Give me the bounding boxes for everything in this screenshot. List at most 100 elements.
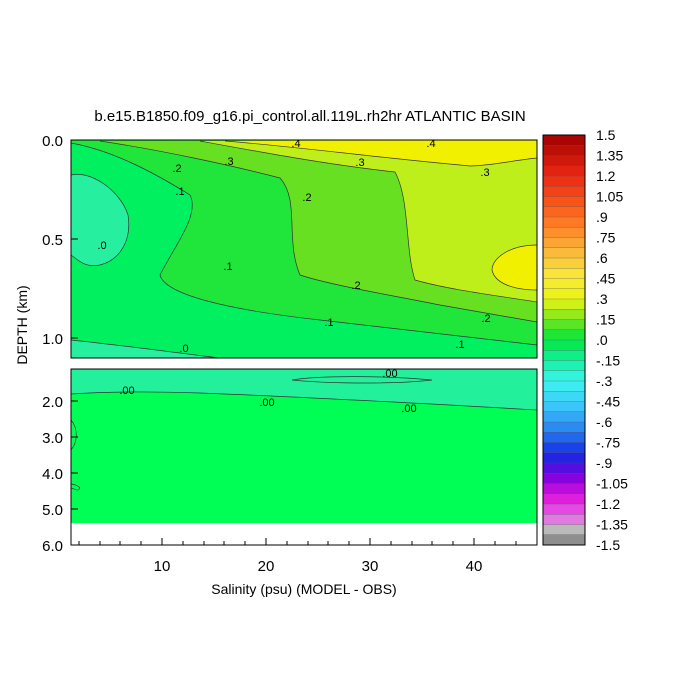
colorbar-band <box>542 432 586 443</box>
colorbar-tick-label: -1.5 <box>596 537 620 553</box>
colorbar-band <box>542 391 586 402</box>
lower-contour-labels: .00 .00 .00 .00 <box>119 368 416 415</box>
contour-line-lower-left <box>70 419 77 451</box>
colorbar-segments <box>542 134 586 546</box>
colorbar-tick-label: 1.05 <box>596 189 623 205</box>
colorbar-band <box>542 155 586 167</box>
colorbar-band <box>542 278 586 290</box>
upper-panel: .4 .4 .3 .3 .3 .2 .2 .2 .2 .1 .1 .1 .1 .… <box>70 138 538 359</box>
lower-y-tick-label: 4.0 <box>42 466 63 483</box>
contour-label: .2 <box>481 313 490 325</box>
colorbar-band <box>542 524 586 536</box>
x-tick-label: 10 <box>154 558 171 575</box>
contour-line-00-bottom <box>70 339 221 359</box>
colorbar-tick-label: 1.35 <box>596 148 623 164</box>
colorbar-band <box>542 268 586 279</box>
contour-label: .3 <box>224 156 233 168</box>
x-tick-label: 30 <box>362 558 379 575</box>
contour-label: .3 <box>480 167 489 179</box>
colorbar-band <box>542 237 586 249</box>
colorbar-tick-label: -.6 <box>596 414 613 430</box>
contour-line-02 <box>99 140 538 323</box>
colorbar-band <box>542 186 586 197</box>
x-axis: 10 20 30 40 <box>78 538 517 575</box>
colorbar-band <box>542 411 586 423</box>
lower-y-tick-label: 5.0 <box>42 502 63 519</box>
contour-label: .0 <box>179 343 188 355</box>
colorbar-tick-label: -1.2 <box>596 496 620 512</box>
colorbar-band <box>542 319 586 331</box>
contour-label: .1 <box>175 186 184 198</box>
colorbar-band <box>542 216 586 228</box>
colorbar-band <box>542 339 586 351</box>
contour-label: .1 <box>324 317 333 329</box>
fill-region-04-right <box>492 245 537 290</box>
contour-label: .3 <box>355 157 364 169</box>
upper-y-axis: 0.0 0.5 1.0 <box>42 133 78 348</box>
contour-line-01 <box>70 142 538 346</box>
contour-label: .0 <box>97 240 106 252</box>
upper-y-tick-label: 0.0 <box>42 133 63 150</box>
colorbar-band <box>542 473 586 484</box>
colorbar-band <box>542 298 586 310</box>
upper-y-tick-label: 0.5 <box>42 232 63 249</box>
colorbar-band <box>542 257 586 269</box>
chart-title: b.e15.B1850.f09_g16.pi_control.all.119L.… <box>94 108 525 125</box>
x-minor-ticks <box>78 541 517 545</box>
fill-region-lower-neg-patch <box>292 376 432 383</box>
colorbar: 1.5 1.35 1.2 1.05 .9 .75 .6 .45 .3 .15 .0 -.15 -.3 -.… <box>542 127 628 553</box>
colorbar-frame <box>542 134 586 546</box>
lower-y-tick-label: 3.0 <box>42 430 63 447</box>
contour-label: .4 <box>291 138 300 150</box>
colorbar-band <box>542 227 586 238</box>
lower-panel-frame <box>70 368 538 546</box>
colorbar-band <box>542 370 586 382</box>
contour-line-lower-patch <box>291 376 433 384</box>
colorbar-band <box>542 196 586 208</box>
colorbar-tick-label: 1.5 <box>596 127 616 143</box>
colorbar-band <box>542 380 586 392</box>
contour-line-04-right <box>491 244 538 291</box>
lower-panel: .00 .00 .00 .00 <box>70 368 538 546</box>
contour-line-lower-00 <box>70 391 538 411</box>
colorbar-band <box>542 514 586 525</box>
colorbar-tick-label: .75 <box>596 230 616 246</box>
upper-y-tick-label: 1.0 <box>42 331 63 348</box>
colorbar-band <box>542 421 586 433</box>
fill-region-neg <box>71 174 129 266</box>
colorbar-labels: 1.5 1.35 1.2 1.05 .9 .75 .6 .45 .3 .15 .0 -.15 -.3 -.… <box>596 127 628 553</box>
colorbar-band <box>542 483 586 495</box>
colorbar-band <box>542 452 586 464</box>
fill-region-04 <box>225 140 537 166</box>
contour-label: .4 <box>426 138 435 150</box>
lower-y-tick-label: 2.0 <box>42 394 63 411</box>
colorbar-band <box>542 442 586 454</box>
contour-label: .00 <box>401 403 416 415</box>
upper-panel-frame <box>70 139 538 359</box>
colorbar-tick-label: .45 <box>596 271 616 287</box>
contour-line-04 <box>224 140 538 167</box>
colorbar-tick-label: -1.05 <box>596 476 628 492</box>
contour-label: .00 <box>259 397 274 409</box>
lower-y-axis: 2.0 3.0 4.0 5.0 6.0 <box>42 394 78 555</box>
colorbar-band <box>542 350 586 361</box>
colorbar-band <box>542 206 586 218</box>
colorbar-tick-label: .3 <box>596 291 608 307</box>
colorbar-band <box>542 247 586 259</box>
colorbar-tick-label: .6 <box>596 250 608 266</box>
colorbar-band <box>542 401 586 413</box>
colorbar-band <box>542 165 586 177</box>
colorbar-band <box>542 288 586 300</box>
x-axis-label: Salinity (psu) (MODEL - OBS) <box>211 581 396 597</box>
colorbar-tick-label: .0 <box>596 332 608 348</box>
y-axis-label: DEPTH (km) <box>14 285 30 364</box>
colorbar-tick-label: .15 <box>596 312 616 328</box>
contour-label: .2 <box>351 280 360 292</box>
colorbar-band <box>542 534 586 546</box>
x-tick-label: 40 <box>466 558 483 575</box>
colorbar-band <box>542 309 586 320</box>
contour-label: .1 <box>455 339 464 351</box>
colorbar-tick-label: -.9 <box>596 455 613 471</box>
colorbar-band <box>542 493 586 505</box>
